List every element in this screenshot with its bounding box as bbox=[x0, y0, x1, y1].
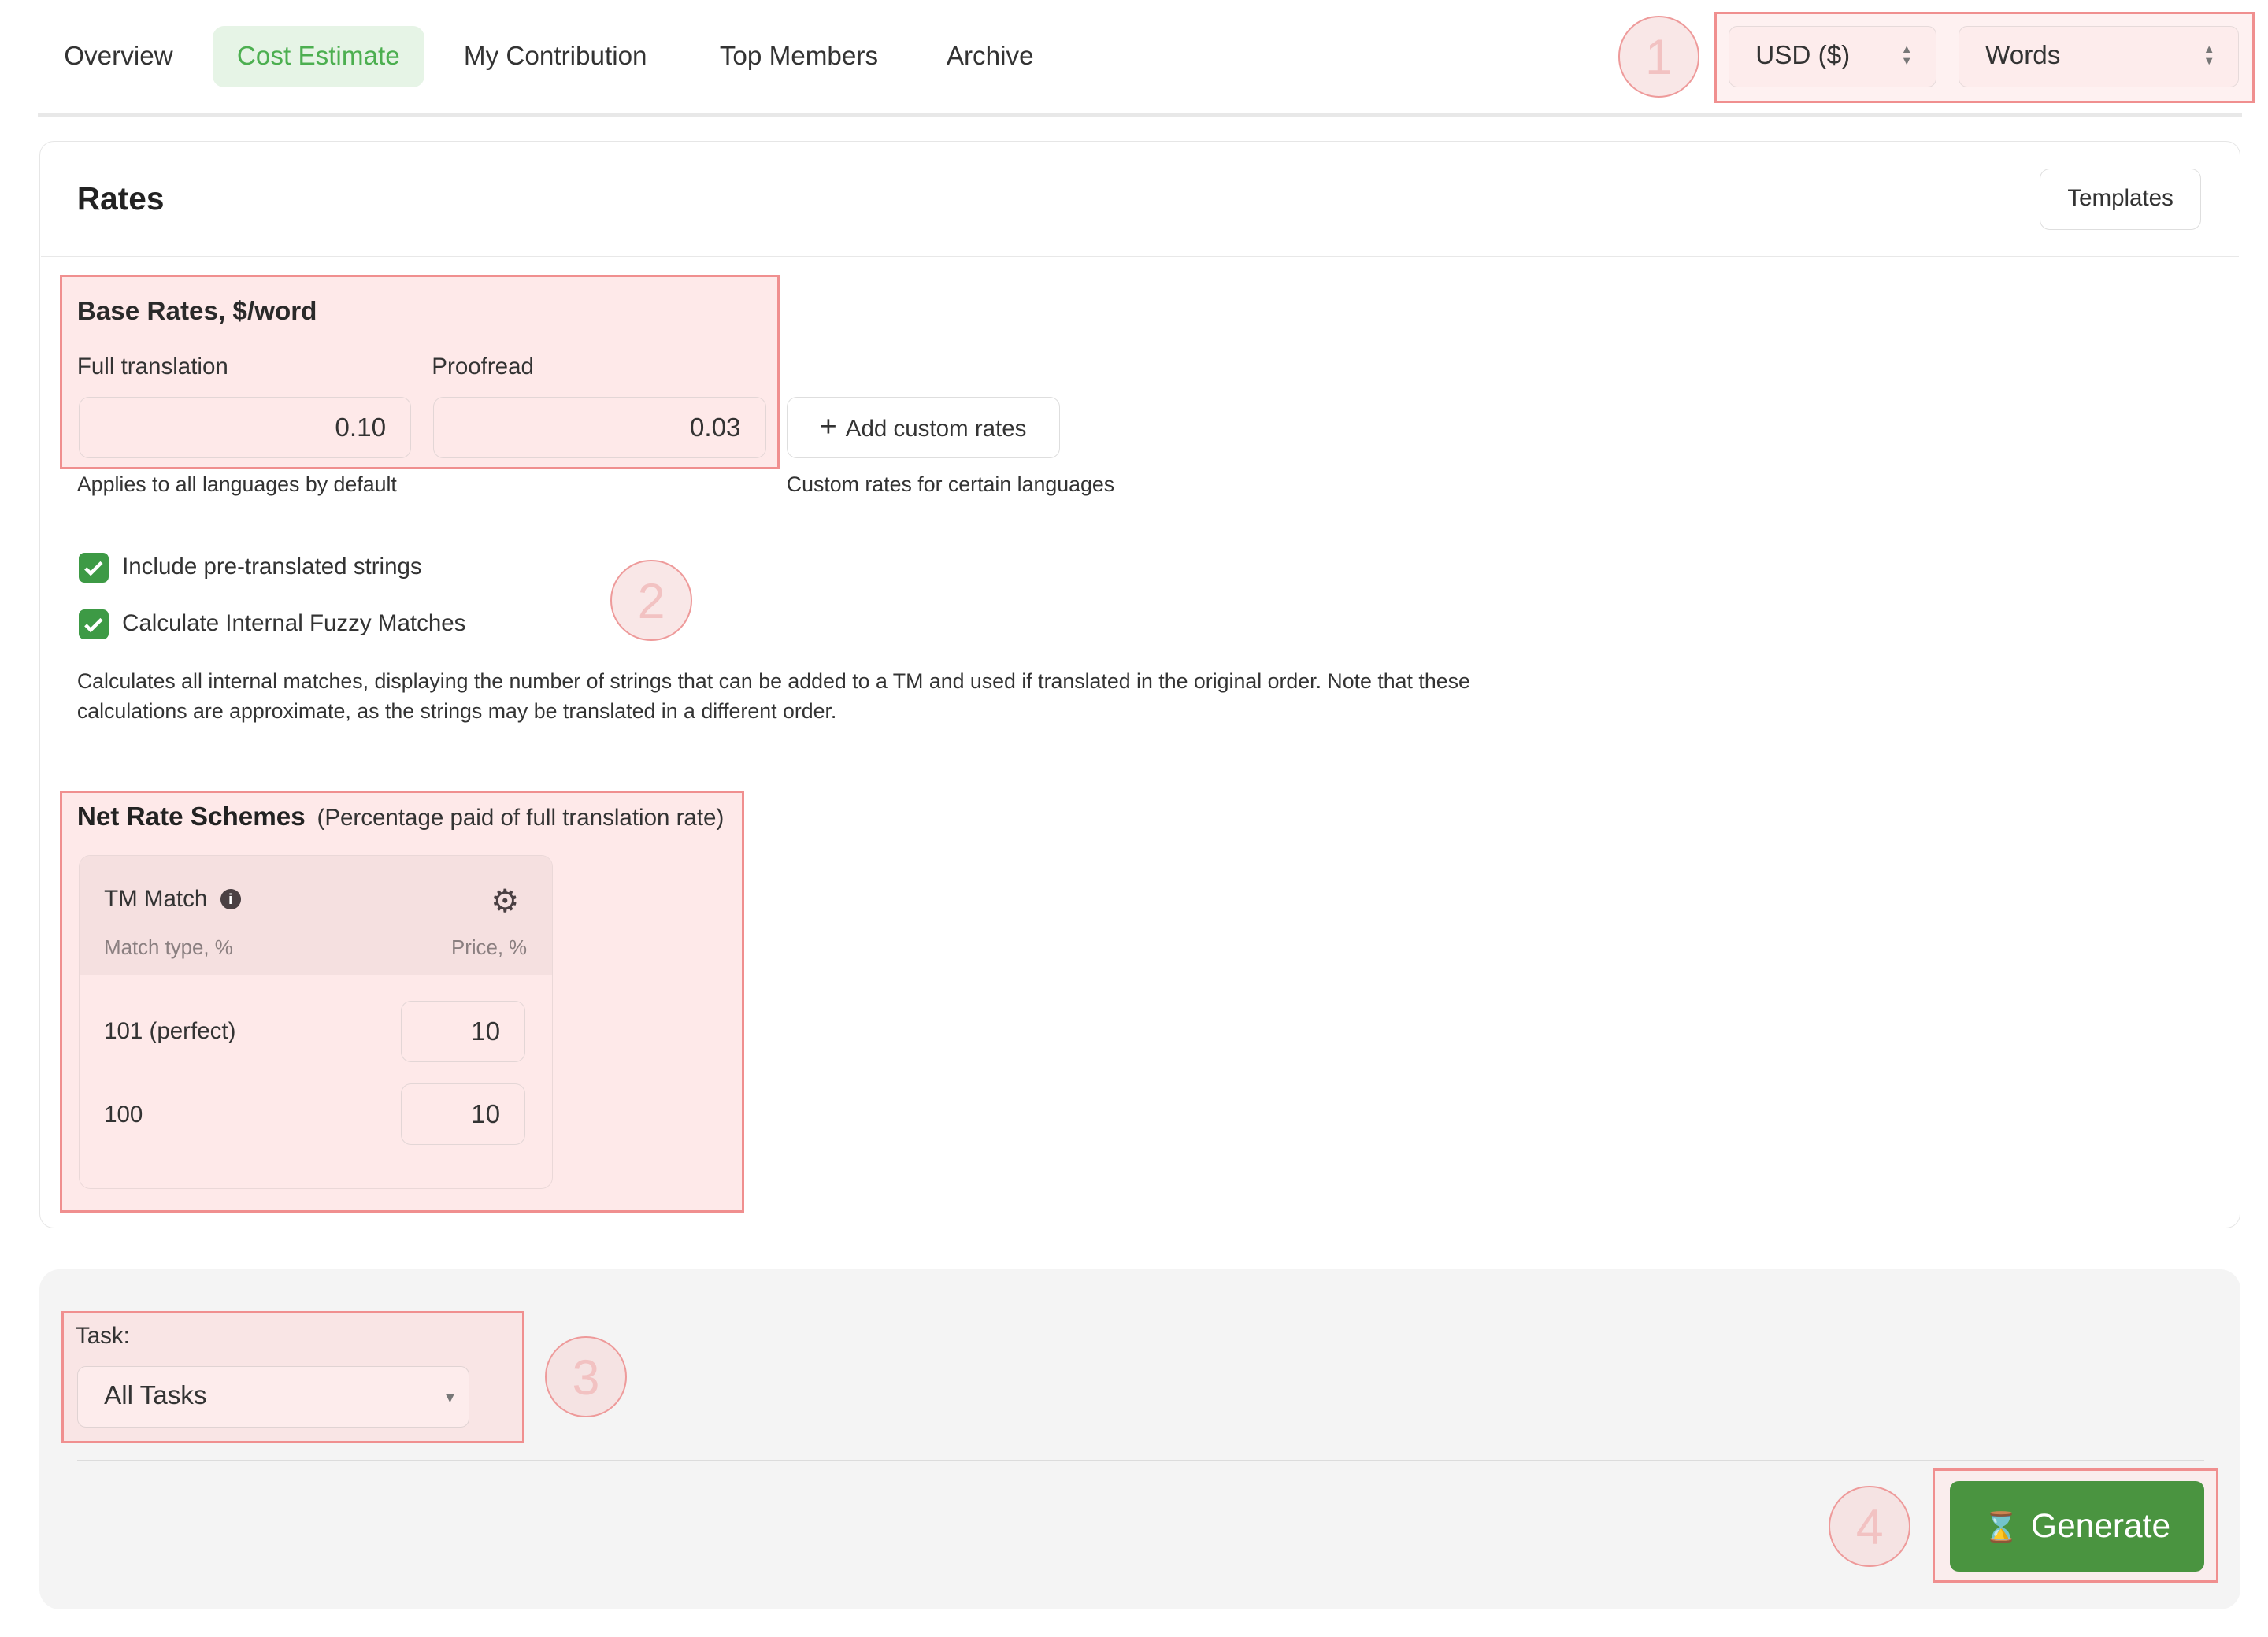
annotation-marker-2: 2 bbox=[610, 559, 692, 642]
fuzzy-description: Calculates all internal matches, display… bbox=[76, 669, 1470, 724]
tab-archive[interactable]: Archive bbox=[946, 42, 1034, 72]
add-custom-rates-button[interactable]: + Add custom rates bbox=[786, 396, 1060, 458]
fuzzy-matches-label[interactable]: Calculate Internal Fuzzy Matches bbox=[122, 610, 466, 637]
full-translation-input[interactable]: 0.10 bbox=[78, 396, 412, 458]
add-custom-rates-label: Add custom rates bbox=[845, 415, 1027, 442]
tm-match-card: TM Match i ⚙ Match type, % Price, % 101 … bbox=[78, 854, 553, 1190]
check-icon bbox=[84, 617, 103, 633]
custom-rates-note: Custom rates for certain languages bbox=[786, 472, 1115, 496]
check-icon bbox=[84, 561, 103, 576]
match-type-100: 100 bbox=[104, 1101, 143, 1128]
task-select[interactable]: All Tasks ▼ bbox=[76, 1366, 470, 1428]
caret-down-icon: ▼ bbox=[443, 1389, 458, 1406]
tab-top-members[interactable]: Top Members bbox=[719, 42, 879, 72]
unit-value: Words bbox=[1984, 41, 2061, 71]
generate-label: Generate bbox=[2031, 1507, 2171, 1545]
match-type-101: 101 (perfect) bbox=[104, 1018, 236, 1045]
unit-select[interactable]: Words ▲ ▼ bbox=[1958, 26, 2240, 87]
include-pretranslated-label[interactable]: Include pre-translated strings bbox=[122, 554, 422, 580]
info-icon[interactable]: i bbox=[220, 888, 241, 909]
rates-title: Rates bbox=[76, 180, 165, 217]
currency-select[interactable]: USD ($) ▲ ▼ bbox=[1729, 26, 1937, 87]
generate-button[interactable]: ⌛ Generate bbox=[1949, 1481, 2204, 1572]
annotation-marker-3: 3 bbox=[545, 1335, 627, 1417]
fuzzy-matches-checkbox[interactable] bbox=[78, 609, 109, 640]
task-divider bbox=[76, 1459, 2204, 1461]
tab-overview[interactable]: Overview bbox=[64, 42, 173, 72]
rates-header-divider bbox=[40, 255, 2240, 257]
price-header: Price, % bbox=[450, 936, 528, 959]
annotation-marker-4: 4 bbox=[1829, 1485, 1910, 1568]
task-value: All Tasks bbox=[104, 1381, 207, 1411]
currency-value: USD ($) bbox=[1755, 41, 1851, 71]
price-input-101[interactable]: 10 bbox=[400, 1001, 526, 1062]
sort-arrows-icon: ▲ ▼ bbox=[2203, 43, 2215, 69]
applies-note: Applies to all languages by default bbox=[76, 472, 397, 496]
rates-card bbox=[39, 141, 2240, 1228]
net-rate-subtitle: (Percentage paid of full translation rat… bbox=[317, 805, 724, 831]
annotation-marker-1: 1 bbox=[1618, 16, 1700, 98]
base-rates-title: Base Rates, $/word bbox=[76, 296, 317, 326]
proofread-label: Proofread bbox=[432, 353, 534, 380]
sort-arrows-icon: ▲ ▼ bbox=[1900, 43, 1913, 69]
price-input-100[interactable]: 10 bbox=[400, 1083, 526, 1145]
full-translation-label: Full translation bbox=[76, 353, 228, 380]
templates-button[interactable]: Templates bbox=[2040, 169, 2202, 230]
tabs-divider bbox=[37, 113, 2242, 117]
task-label: Task: bbox=[75, 1322, 130, 1349]
tab-cost-estimate[interactable]: Cost Estimate bbox=[212, 26, 425, 87]
net-rate-title: Net Rate Schemes bbox=[76, 802, 306, 832]
match-type-header: Match type, % bbox=[104, 936, 233, 959]
proofread-input[interactable]: 0.03 bbox=[433, 396, 766, 458]
annotation-box-base-rates bbox=[59, 274, 780, 470]
hourglass-icon: ⌛ bbox=[1983, 1511, 2020, 1544]
gear-icon[interactable]: ⚙ bbox=[491, 882, 520, 919]
include-pretranslated-checkbox[interactable] bbox=[78, 552, 109, 583]
tm-match-title: TM Match bbox=[104, 886, 208, 913]
plus-icon: + bbox=[820, 409, 837, 443]
tab-my-contribution[interactable]: My Contribution bbox=[463, 42, 647, 72]
